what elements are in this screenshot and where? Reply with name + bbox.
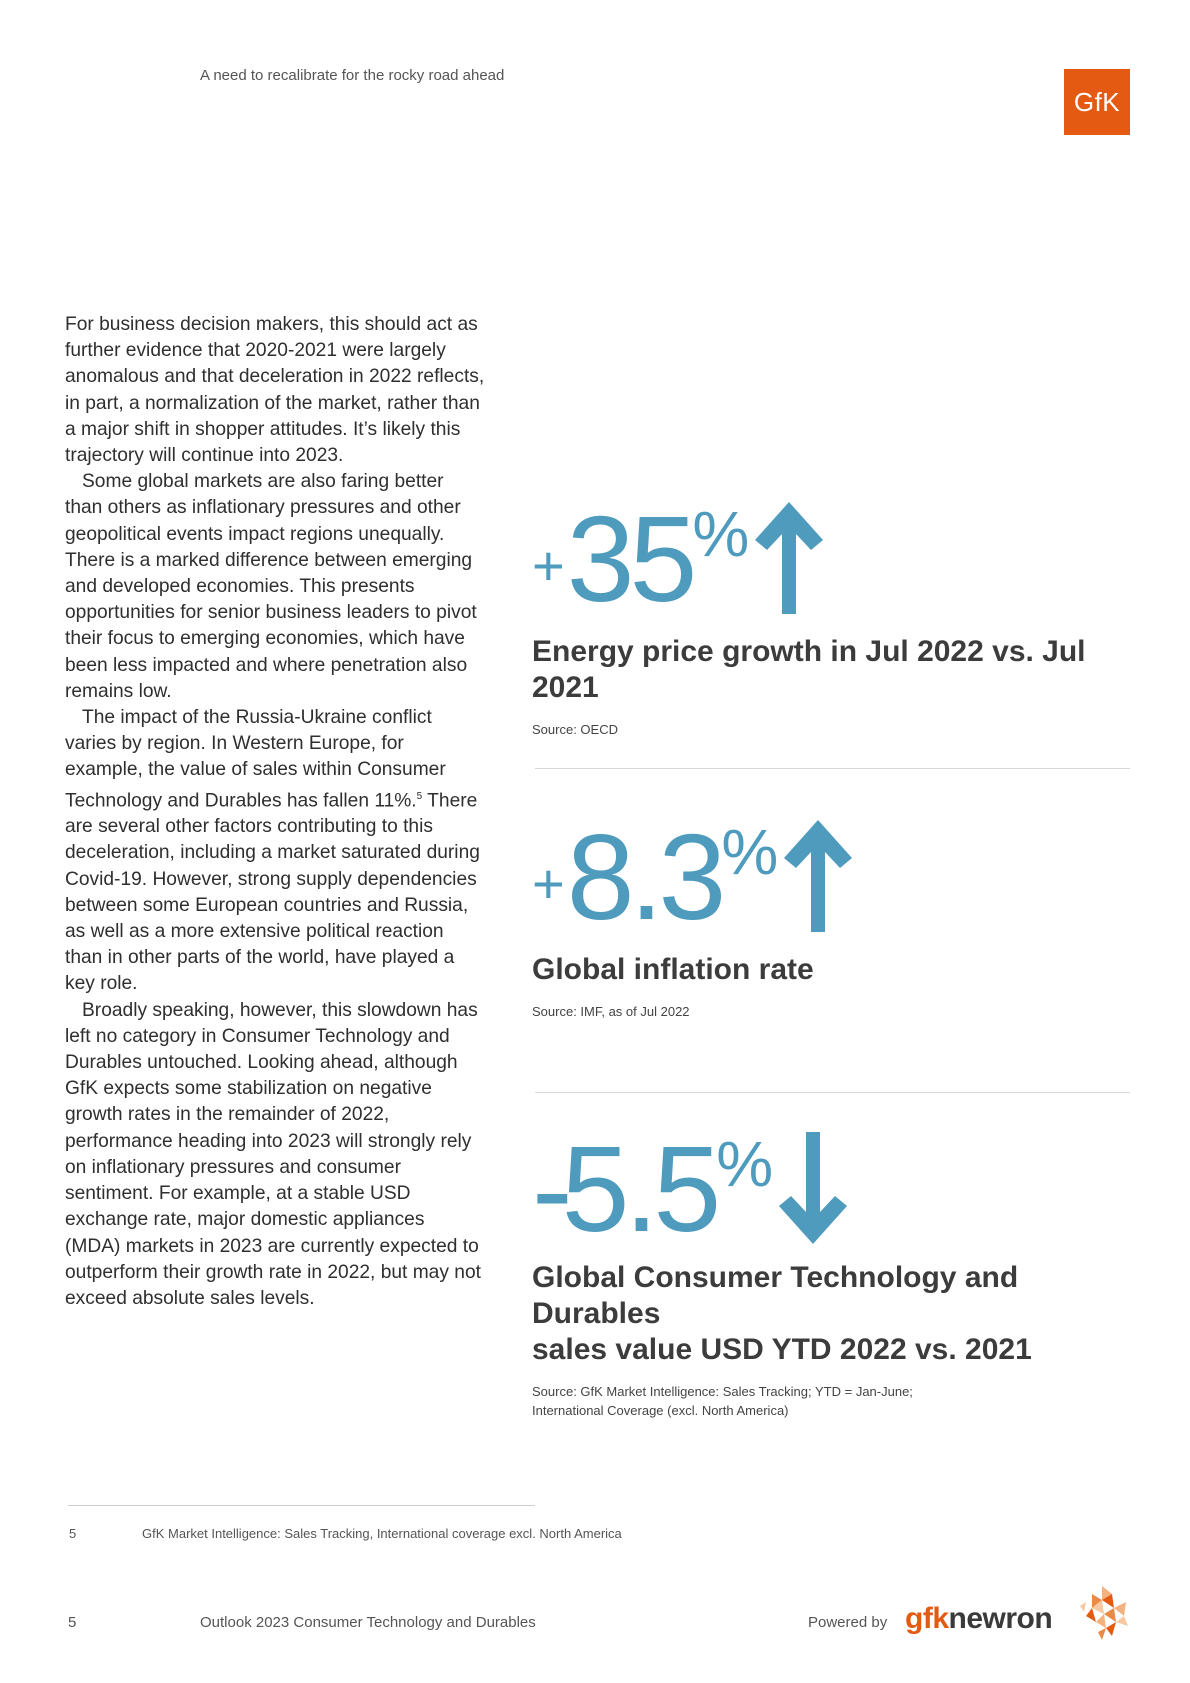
footnote-ref: 5 — [416, 790, 423, 802]
paragraph-4: Broadly speaking, however, this slowdown… — [65, 999, 481, 1309]
stat-percent: % — [692, 498, 750, 570]
stat-source-line-2: International Coverage (excl. North Amer… — [532, 1403, 789, 1418]
stat-number-row: + 8.3 % — [532, 816, 1132, 938]
header-subtitle: A need to recalibrate for the rocky road… — [200, 67, 505, 84]
footnote-number: 5 — [69, 1526, 77, 1541]
brand-newron: newron — [948, 1602, 1053, 1635]
paragraph-3-cont: There are several other factors contribu… — [65, 790, 480, 995]
newron-mosaic-icon — [1080, 1586, 1128, 1640]
brand-gfk: gfk — [905, 1602, 949, 1635]
stat-source: Source: IMF, as of Jul 2022 — [532, 1004, 690, 1019]
document-title: Outlook 2023 Consumer Technology and Dur… — [200, 1614, 536, 1631]
stat-energy: + 35 % Energy price growth in Jul 2022 v… — [532, 498, 1132, 739]
stat-label-line-2: sales value USD YTD 2022 vs. 2021 — [532, 1333, 1032, 1366]
paragraph-1: For business decision makers, this shoul… — [65, 314, 485, 467]
stat-source: Source: OECD — [532, 722, 618, 737]
stat-value: 35 — [566, 491, 698, 627]
stat-inflation: + 8.3 % Global inflation rate Source: IM… — [532, 816, 1132, 1021]
page-number: 5 — [68, 1614, 77, 1631]
gfknewron-logo: gfknewron — [905, 1602, 1053, 1636]
stat-sales-value: - 5.5 % Global Consumer Technology and D… — [532, 1128, 1132, 1420]
arrow-up-icon — [755, 502, 824, 614]
body-text: For business decision makers, this shoul… — [65, 312, 485, 1312]
gfk-logo: GfK — [1064, 69, 1130, 135]
stat-number-row: - 5.5 % — [532, 1128, 1132, 1250]
stat-label: Energy price growth in Jul 2022 vs. Jul … — [532, 635, 1086, 704]
stat-label-line-1: Global Consumer Technology and Durables — [532, 1261, 1019, 1330]
stat-sign: + — [532, 534, 565, 597]
divider — [535, 768, 1130, 769]
stat-source-line-1: Source: GfK Market Intelligence: Sales T… — [532, 1384, 913, 1399]
divider — [535, 1092, 1130, 1093]
footnote-rule — [68, 1505, 535, 1506]
paragraph-2: Some global markets are also faring bett… — [65, 471, 477, 702]
stat-value: 5.5 — [561, 1121, 722, 1257]
footnote-text: GfK Market Intelligence: Sales Tracking,… — [142, 1526, 622, 1541]
stat-percent: % — [721, 816, 779, 888]
arrow-up-icon — [784, 820, 853, 932]
paragraph-3: The impact of the Russia-Ukraine conflic… — [65, 705, 485, 998]
stat-percent: % — [716, 1128, 774, 1200]
stat-label: Global Consumer Technology and Durables … — [532, 1260, 1132, 1368]
paragraph-3-text: The impact of the Russia-Ukraine conflic… — [65, 707, 446, 812]
stat-label: Global inflation rate — [532, 953, 814, 986]
stat-sign: - — [532, 1121, 573, 1257]
stat-number-row: + 35 % — [532, 498, 1132, 620]
stat-sign: + — [532, 852, 565, 915]
powered-by: Powered by — [808, 1614, 888, 1631]
stat-source: Source: GfK Market Intelligence: Sales T… — [532, 1382, 1132, 1420]
stat-value: 8.3 — [566, 809, 727, 945]
arrow-down-icon — [779, 1132, 848, 1244]
